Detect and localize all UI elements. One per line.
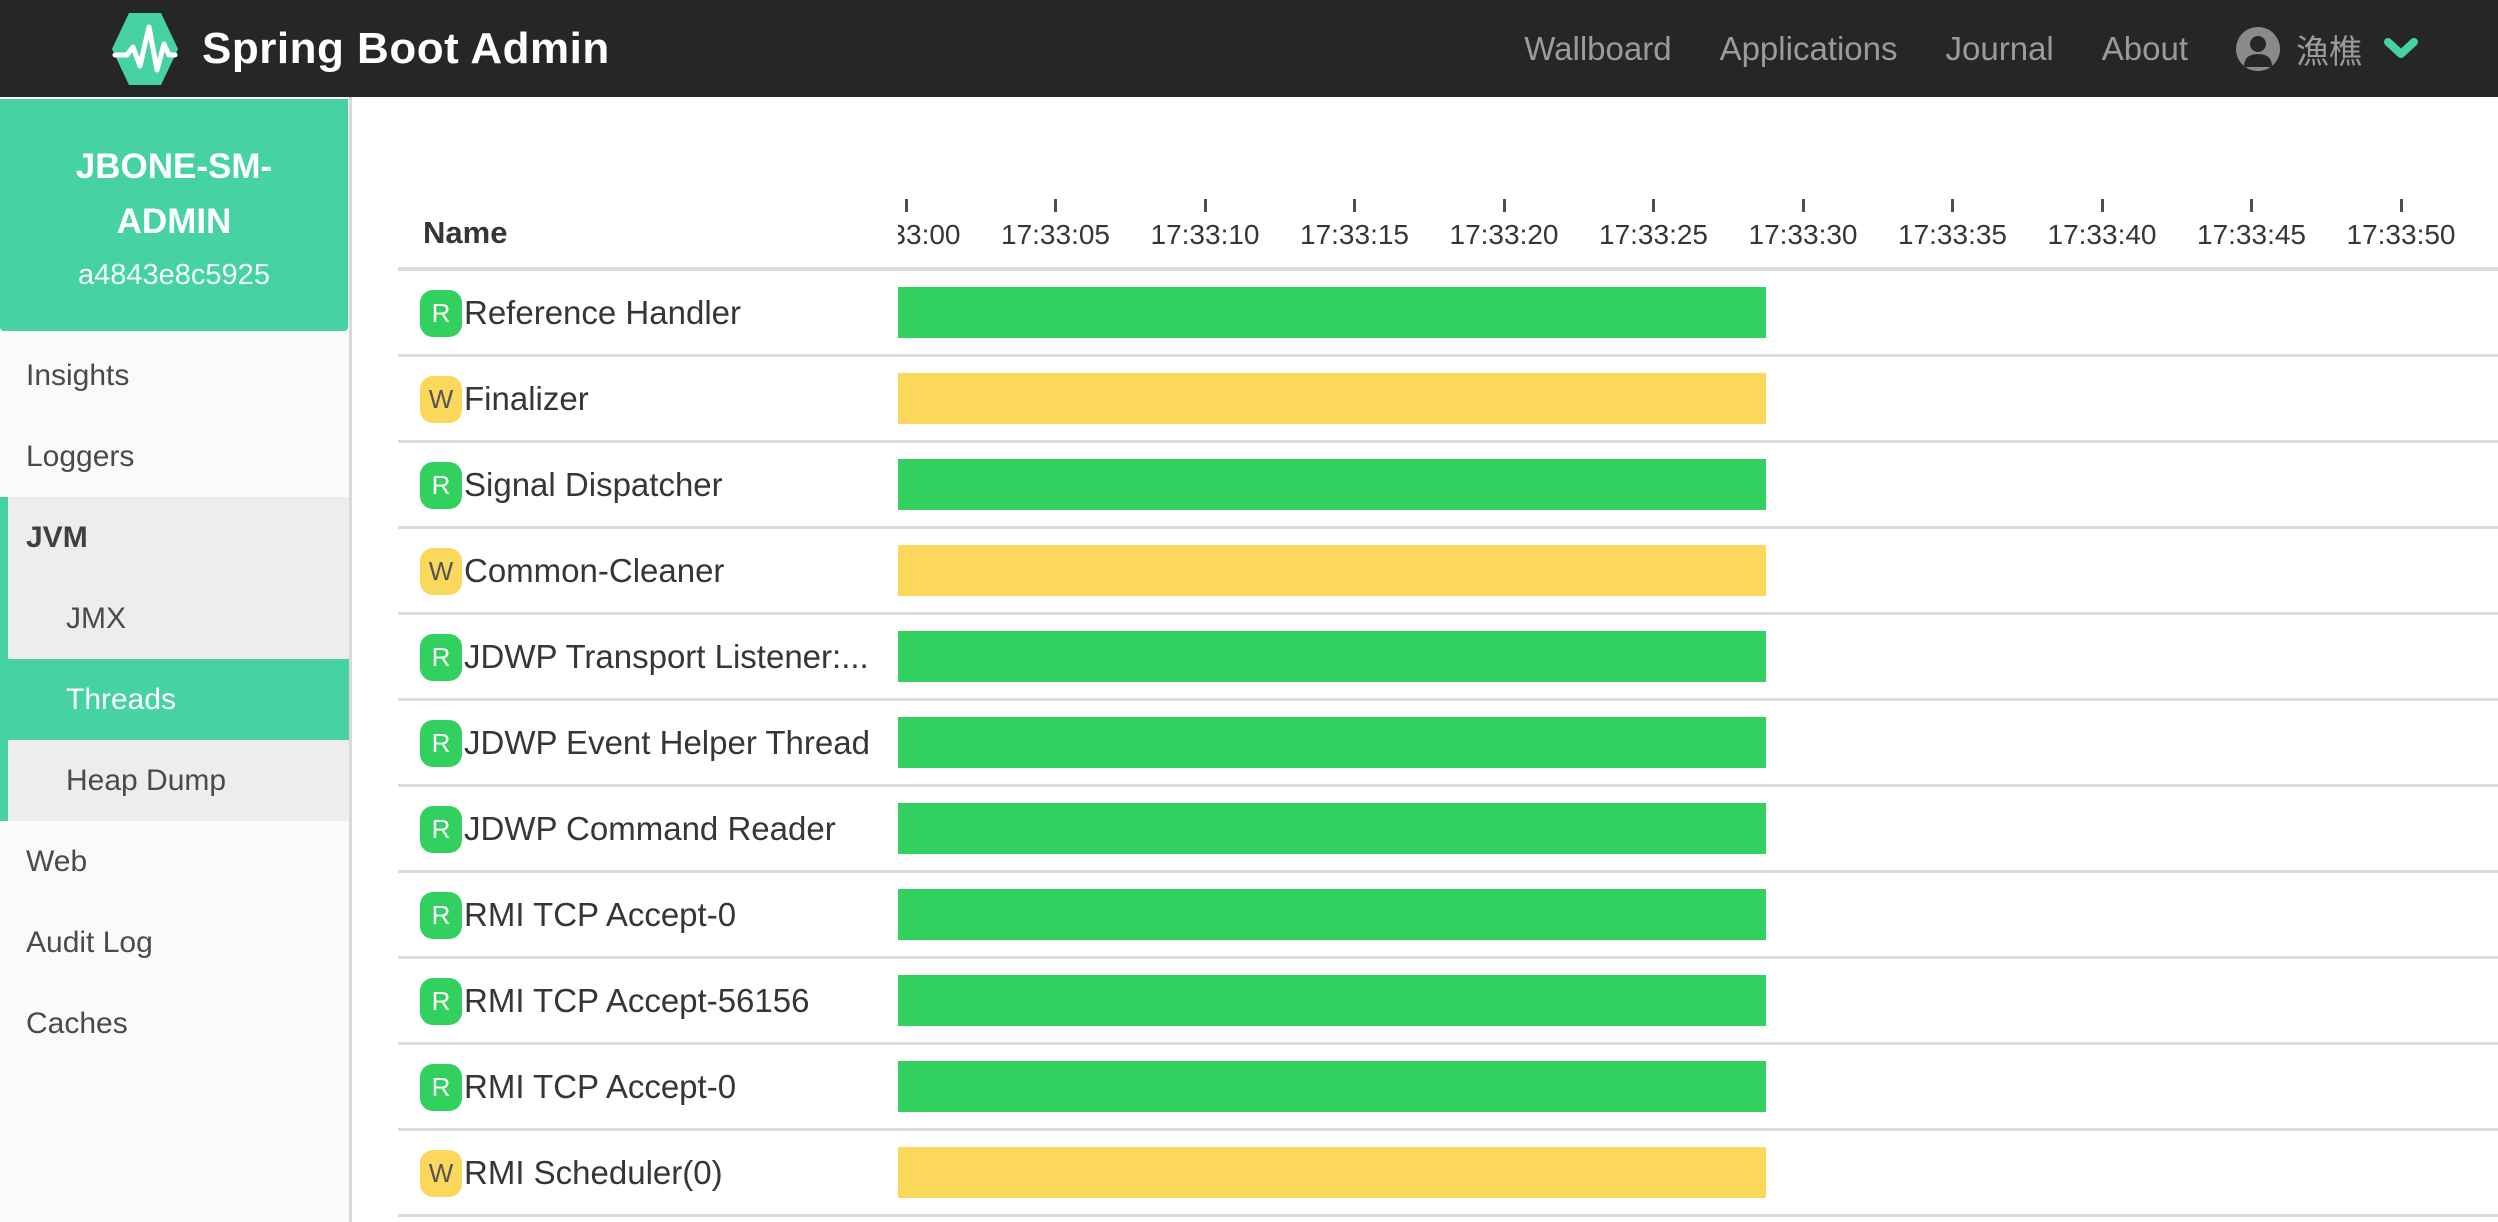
thread-timeline-bar[interactable]: [898, 545, 1766, 596]
thread-state-badge: R: [420, 806, 462, 853]
time-tick: 17:33:25: [1574, 199, 1734, 251]
thread-row[interactable]: R Signal Dispatcher: [398, 443, 2498, 529]
time-tick: 17:33:20: [1424, 199, 1584, 251]
brand[interactable]: Spring Boot Admin: [112, 12, 610, 85]
thread-name: JDWP Command Reader: [464, 809, 836, 847]
thread-name: Reference Handler: [464, 293, 741, 331]
sidebar-item-web[interactable]: Web: [26, 844, 88, 878]
sidebar-item-jvm[interactable]: JVM: [26, 520, 88, 554]
nav-journal[interactable]: Journal: [1945, 29, 2054, 67]
time-tick: 17:33:35: [1873, 199, 2033, 251]
thread-row[interactable]: W Finalizer: [398, 357, 2498, 443]
thread-timeline-bar[interactable]: [898, 459, 1766, 510]
instance-id: a4843e8c5925: [78, 259, 270, 291]
user-avatar-icon: [2236, 26, 2280, 71]
thread-row[interactable]: R JDWP Event Helper Thread: [398, 701, 2498, 787]
thread-row[interactable]: R RMI TCP Accept-56156: [398, 959, 2498, 1045]
sidebar-item-jmx[interactable]: JMX: [66, 601, 126, 635]
main-content: Name 17:33:00 17:33:05 17:33:10 17:33:15…: [352, 97, 2498, 1222]
thread-row[interactable]: R Reference Handler: [398, 271, 2498, 357]
sidebar-group-jvm: JVM JMX Threads Heap Dump: [0, 497, 349, 821]
app-title: Spring Boot Admin: [202, 23, 610, 73]
thread-name: Common-Cleaner: [464, 551, 725, 589]
sidebar-item-insights[interactable]: Insights: [26, 358, 130, 392]
time-axis: 17:33:00 17:33:05 17:33:10 17:33:15 17:3…: [898, 97, 2498, 271]
thread-state-badge: R: [420, 462, 462, 509]
sidebar-menu: Insights Loggers JVM JMX Threads Heap Du…: [0, 335, 349, 1064]
top-navbar: Spring Boot Admin Wallboard Applications…: [0, 0, 2498, 97]
thread-state-badge: W: [420, 1150, 462, 1197]
thread-state-badge: W: [420, 376, 462, 423]
thread-timeline-bar[interactable]: [898, 1147, 1766, 1198]
table-header: Name 17:33:00 17:33:05 17:33:10 17:33:15…: [398, 97, 2498, 271]
application-card[interactable]: JBONE-SM-ADMIN a4843e8c5925: [0, 99, 348, 331]
thread-row[interactable]: R JDWP Transport Listener:...: [398, 615, 2498, 701]
thread-name: Finalizer: [464, 379, 589, 417]
sidebar: JBONE-SM-ADMIN a4843e8c5925 Insights Log…: [0, 97, 352, 1222]
thread-name: RMI TCP Accept-56156: [464, 981, 810, 1019]
thread-timeline-bar[interactable]: [898, 975, 1766, 1026]
thread-name: RMI TCP Accept-0: [464, 1067, 737, 1105]
thread-timeline-bar[interactable]: [898, 631, 1766, 682]
thread-timeline-bar[interactable]: [898, 373, 1766, 424]
thread-state-badge: W: [420, 548, 462, 595]
user-menu[interactable]: 漁樵: [2236, 25, 2418, 73]
thread-timeline-bar[interactable]: [898, 717, 1766, 768]
thread-timeline-bar[interactable]: [898, 1061, 1766, 1112]
thread-timeline-bar[interactable]: [898, 287, 1766, 338]
time-tick: 17:33:10: [1125, 199, 1285, 251]
time-tick: 17:33:00: [898, 199, 986, 251]
thread-state-badge: R: [420, 290, 462, 337]
thread-state-badge: R: [420, 1064, 462, 1111]
sidebar-item-threads[interactable]: Threads: [0, 659, 349, 740]
sidebar-item-audit-log[interactable]: Audit Log: [26, 925, 153, 959]
nav-applications[interactable]: Applications: [1719, 29, 1898, 67]
thread-name: Signal Dispatcher: [464, 465, 723, 503]
sidebar-item-heap-dump[interactable]: Heap Dump: [66, 763, 227, 797]
thread-state-badge: R: [420, 720, 462, 767]
thread-state-badge: R: [420, 634, 462, 681]
user-name: 漁樵: [2296, 32, 2362, 70]
threads-table: Name 17:33:00 17:33:05 17:33:10 17:33:15…: [398, 97, 2498, 1217]
thread-timeline-bar[interactable]: [898, 889, 1766, 940]
time-tick: 17:33:30: [1723, 199, 1883, 251]
thread-row[interactable]: W RMI Scheduler(0): [398, 1131, 2498, 1217]
thread-name: JDWP Event Helper Thread: [464, 723, 870, 761]
chevron-down-icon[interactable]: [2384, 37, 2418, 60]
name-column-header: Name: [423, 215, 508, 250]
sidebar-item-loggers[interactable]: Loggers: [26, 439, 135, 473]
time-tick: 17:33:15: [1275, 199, 1435, 251]
time-tick: 17:33:45: [2172, 199, 2332, 251]
sidebar-item-caches[interactable]: Caches: [26, 1006, 128, 1040]
thread-timeline-bar[interactable]: [898, 803, 1766, 854]
nav-wallboard[interactable]: Wallboard: [1524, 29, 1672, 67]
thread-name: JDWP Transport Listener:...: [464, 637, 869, 675]
thread-row[interactable]: R JDWP Command Reader: [398, 787, 2498, 873]
time-tick: 17:33:40: [2022, 199, 2182, 251]
nav-about[interactable]: About: [2101, 29, 2188, 67]
time-tick: 17:33:05: [976, 199, 1136, 251]
application-name: JBONE-SM-ADMIN: [75, 147, 273, 241]
thread-name: RMI Scheduler(0): [464, 1153, 723, 1191]
time-tick: 17:33:50: [2321, 199, 2481, 251]
thread-row[interactable]: R RMI TCP Accept-0: [398, 873, 2498, 959]
thread-state-badge: R: [420, 978, 462, 1025]
thread-row[interactable]: R RMI TCP Accept-0: [398, 1045, 2498, 1131]
thread-state-badge: R: [420, 892, 462, 939]
thread-row[interactable]: W Common-Cleaner: [398, 529, 2498, 615]
thread-name: RMI TCP Accept-0: [464, 895, 737, 933]
spring-boot-admin-logo-icon: [112, 12, 178, 85]
